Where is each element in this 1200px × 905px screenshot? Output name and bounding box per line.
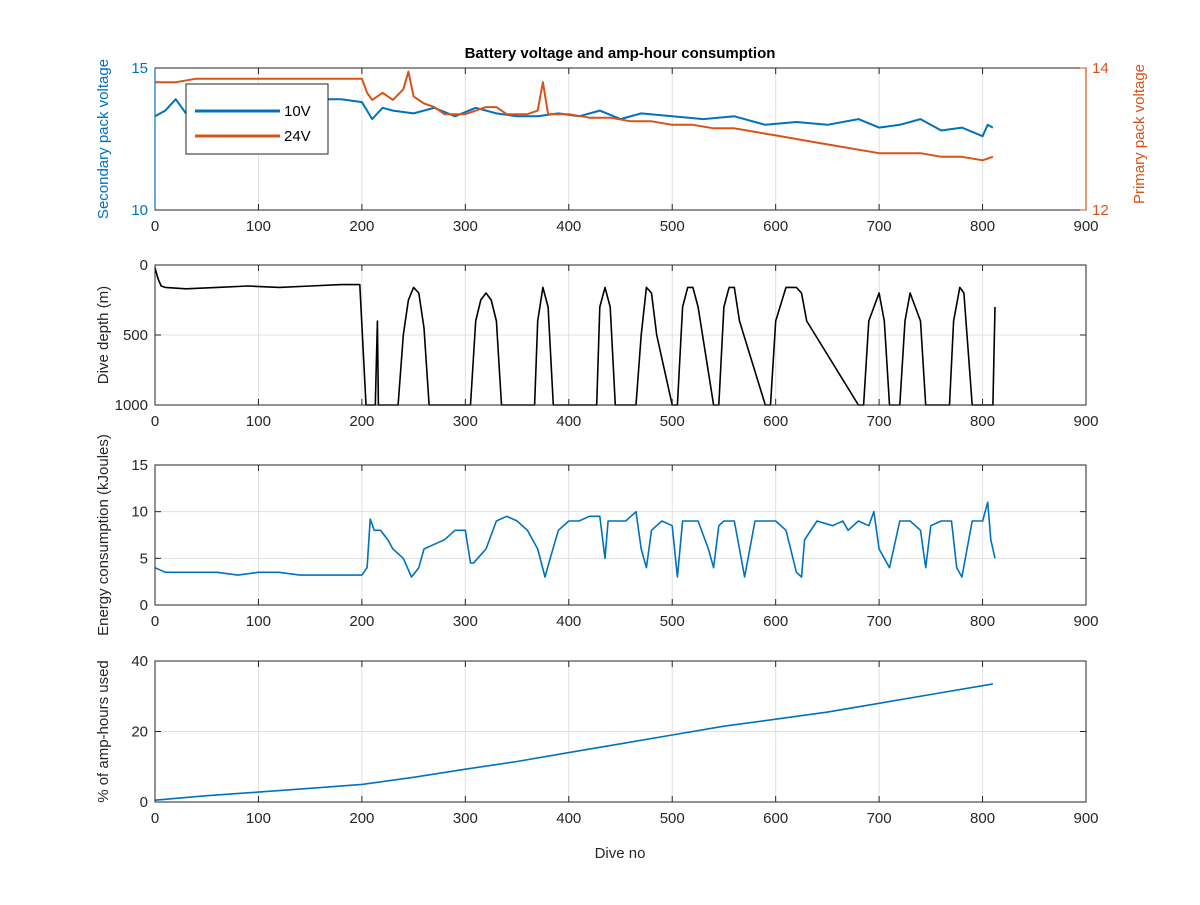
chart-title: Battery voltage and amp-hour consumption [465, 45, 776, 62]
chart-panel-4: 0 100 200 300 400 500 600 700 800 900 0 20 40 % of am… [95, 653, 1099, 827]
y-axis-label: Secondary pack voltage [95, 59, 112, 219]
x-tick-label: 300 [453, 613, 478, 630]
x-tick-label: 800 [970, 810, 995, 827]
x-tick-label: 200 [349, 810, 374, 827]
x-tick-label: 300 [453, 413, 478, 430]
x-tick-label: 500 [660, 413, 685, 430]
x-tick-label: 100 [246, 613, 271, 630]
chart-panel-2: 0 100 200 300 400 500 600 700 800 900 0 500 1000Dive… [95, 257, 1099, 430]
x-tick-label: 700 [867, 810, 892, 827]
x-tick-label: 200 [349, 613, 374, 630]
x-tick-label: 0 [151, 810, 159, 827]
x-tick-label: 900 [1073, 613, 1098, 630]
y-tick-label: 0 [140, 794, 148, 811]
x-tick-label: 600 [763, 810, 788, 827]
x-tick-label: 600 [763, 613, 788, 630]
x-tick-label: 500 [660, 810, 685, 827]
x-tick-label: 700 [867, 218, 892, 235]
y-tick-label: 15 [131, 60, 148, 77]
x-tick-label: 200 [349, 218, 374, 235]
x-tick-label: 100 [246, 218, 271, 235]
x-tick-label: 600 [763, 218, 788, 235]
series-line-s1 [154, 683, 994, 801]
legend-box [185, 83, 329, 155]
chart-panel-3: 0 100 200 300 400 500 600 700 800 900 0 5 10 15 Energy… [95, 434, 1099, 636]
x-tick-label: 900 [1073, 218, 1098, 235]
x-tick-label: 500 [660, 218, 685, 235]
series-line-24v [155, 70, 994, 162]
x-tick-label: 400 [556, 810, 581, 827]
plot-area-frame [154, 464, 1087, 606]
y-axis-label: Energy consumption (kJoules) [95, 434, 112, 636]
x-tick-label: 700 [867, 413, 892, 430]
x-tick-label: 200 [349, 413, 374, 430]
x-axis-label: Dive no [595, 845, 646, 862]
x-tick-label: 100 [246, 413, 271, 430]
x-tick-label: 0 [151, 613, 159, 630]
y-axis-label: Dive depth (m) [95, 286, 112, 384]
series-line-s1 [154, 501, 996, 578]
y-tick-label: 40 [131, 653, 148, 670]
y-tick-label: 10 [131, 202, 148, 219]
y-axis-label-right: Primary pack voltage [1131, 64, 1148, 204]
x-tick-label: 900 [1073, 413, 1098, 430]
x-tick-label: 300 [453, 810, 478, 827]
x-tick-label: 800 [970, 218, 995, 235]
y-tick-label: 500 [123, 327, 148, 344]
x-tick-label: 400 [556, 218, 581, 235]
x-tick-label: 800 [970, 613, 995, 630]
x-tick-label: 100 [246, 810, 271, 827]
y-tick-label-right: 12 [1092, 202, 1109, 219]
y-axis-label: % of amp-hours used [95, 660, 112, 803]
y-tick-label: 10 [131, 504, 148, 521]
x-tick-label: 700 [867, 613, 892, 630]
x-tick-label: 400 [556, 413, 581, 430]
x-tick-label: 400 [556, 613, 581, 630]
y-tick-label: 0 [140, 597, 148, 614]
y-tick-label: 0 [140, 257, 148, 274]
y-tick-label: 20 [131, 724, 148, 741]
legend-label: 10V [284, 103, 311, 120]
y-tick-label: 1000 [115, 397, 148, 414]
chart-panel-1: 0 100 200 300 400 500 600 700 800 900 10 15 12 14 Seco… [95, 59, 1148, 235]
x-tick-label: 900 [1073, 810, 1098, 827]
y-tick-label-right: 14 [1092, 60, 1109, 77]
x-tick-label: 0 [151, 413, 159, 430]
x-tick-label: 0 [151, 218, 159, 235]
x-tick-label: 300 [453, 218, 478, 235]
y-tick-label: 5 [140, 550, 148, 567]
x-tick-label: 800 [970, 413, 995, 430]
x-tick-label: 500 [660, 613, 685, 630]
x-tick-label: 600 [763, 413, 788, 430]
y-tick-label: 15 [131, 457, 148, 474]
legend-label: 24V [284, 128, 311, 145]
